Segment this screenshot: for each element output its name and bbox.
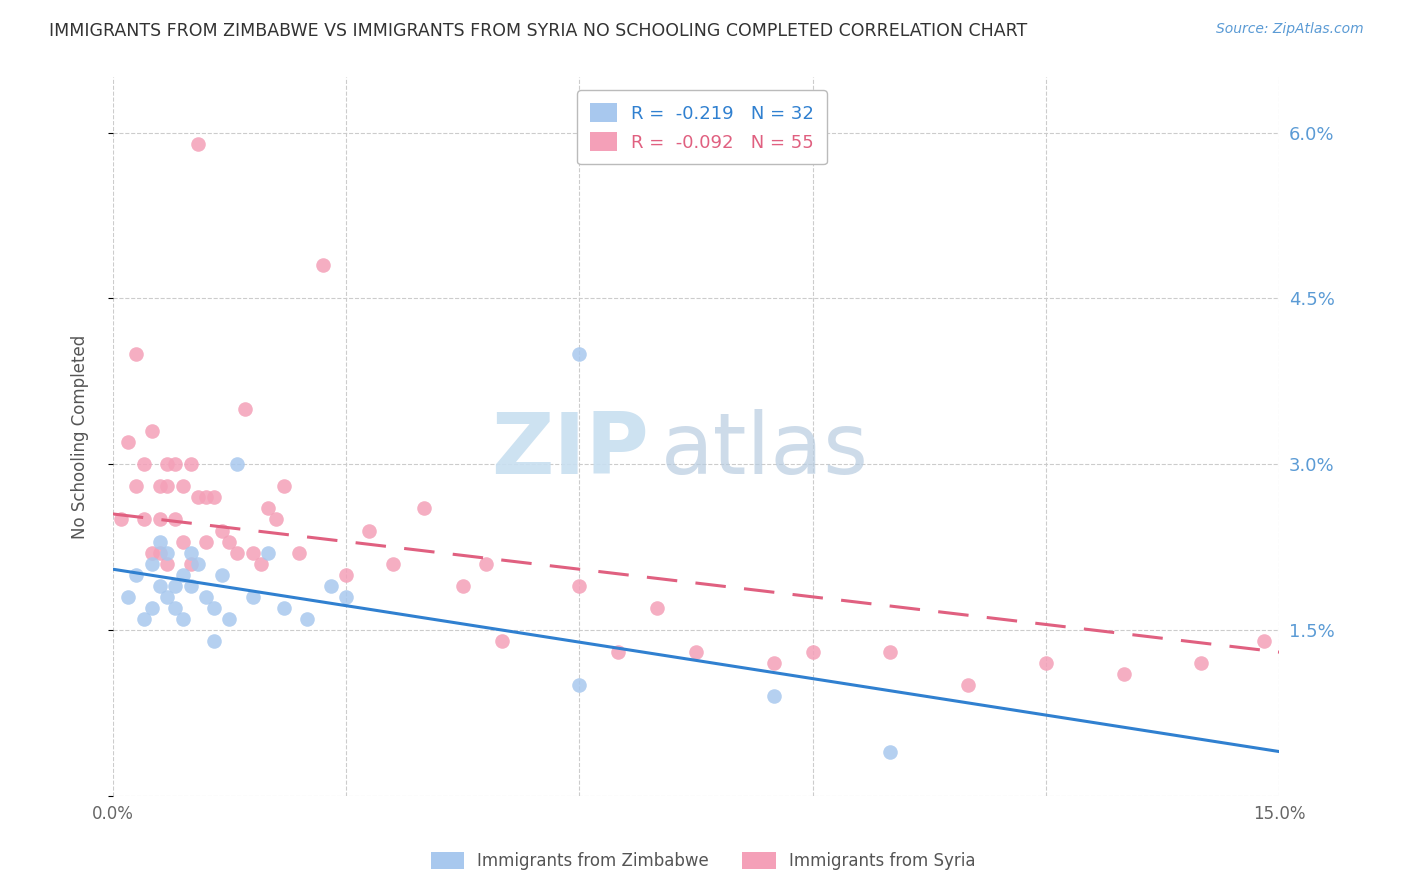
Point bbox=[218, 534, 240, 549]
Point bbox=[156, 479, 179, 493]
Point bbox=[148, 534, 170, 549]
Point bbox=[125, 479, 148, 493]
Point bbox=[288, 546, 311, 560]
Point bbox=[607, 645, 630, 659]
Point bbox=[156, 546, 179, 560]
Point bbox=[685, 645, 707, 659]
Point bbox=[180, 557, 202, 571]
Point bbox=[297, 612, 319, 626]
Point bbox=[156, 557, 179, 571]
Point bbox=[242, 590, 264, 604]
Point bbox=[125, 347, 148, 361]
Point bbox=[1253, 634, 1275, 648]
Point bbox=[141, 546, 163, 560]
Point bbox=[172, 479, 194, 493]
Point bbox=[187, 491, 209, 505]
Point bbox=[233, 401, 256, 416]
Point bbox=[273, 600, 295, 615]
Point bbox=[1112, 667, 1135, 681]
Point bbox=[202, 491, 225, 505]
Point bbox=[264, 512, 287, 526]
Text: IMMIGRANTS FROM ZIMBABWE VS IMMIGRANTS FROM SYRIA NO SCHOOLING COMPLETED CORRELA: IMMIGRANTS FROM ZIMBABWE VS IMMIGRANTS F… bbox=[49, 22, 1028, 40]
Point bbox=[156, 457, 179, 471]
Point bbox=[257, 546, 280, 560]
Point bbox=[165, 600, 187, 615]
Point bbox=[568, 579, 591, 593]
Text: atlas: atlas bbox=[661, 409, 869, 492]
Point bbox=[117, 590, 139, 604]
Point bbox=[1035, 656, 1057, 670]
Point bbox=[226, 546, 249, 560]
Point bbox=[568, 347, 591, 361]
Point bbox=[195, 491, 218, 505]
Point bbox=[132, 457, 155, 471]
Point bbox=[172, 567, 194, 582]
Point bbox=[226, 457, 249, 471]
Point bbox=[180, 579, 202, 593]
Point bbox=[165, 579, 187, 593]
Point bbox=[762, 690, 785, 704]
Point bbox=[1189, 656, 1212, 670]
Point bbox=[202, 600, 225, 615]
Point bbox=[141, 424, 163, 438]
Point bbox=[312, 258, 335, 272]
Text: Source: ZipAtlas.com: Source: ZipAtlas.com bbox=[1216, 22, 1364, 37]
Point bbox=[218, 612, 240, 626]
Point bbox=[148, 512, 170, 526]
Point bbox=[762, 656, 785, 670]
Point bbox=[180, 546, 202, 560]
Point bbox=[180, 457, 202, 471]
Point bbox=[359, 524, 381, 538]
Point bbox=[491, 634, 513, 648]
Point bbox=[249, 557, 271, 571]
Point bbox=[412, 501, 434, 516]
Point bbox=[148, 579, 170, 593]
Point bbox=[879, 745, 901, 759]
Point bbox=[319, 579, 342, 593]
Point bbox=[335, 590, 357, 604]
Point bbox=[645, 600, 668, 615]
Point bbox=[132, 512, 155, 526]
Y-axis label: No Schooling Completed: No Schooling Completed bbox=[72, 334, 89, 539]
Point bbox=[475, 557, 498, 571]
Point bbox=[957, 678, 980, 692]
Point bbox=[195, 590, 218, 604]
Point bbox=[165, 512, 187, 526]
Point bbox=[141, 600, 163, 615]
Point bbox=[148, 479, 170, 493]
Legend: R =  -0.219   N = 32, R =  -0.092   N = 55: R = -0.219 N = 32, R = -0.092 N = 55 bbox=[578, 90, 827, 164]
Point bbox=[117, 435, 139, 450]
Point bbox=[879, 645, 901, 659]
Point bbox=[187, 557, 209, 571]
Point bbox=[110, 512, 132, 526]
Point bbox=[172, 612, 194, 626]
Point bbox=[172, 534, 194, 549]
Point bbox=[257, 501, 280, 516]
Point bbox=[141, 557, 163, 571]
Point bbox=[568, 678, 591, 692]
Point bbox=[801, 645, 824, 659]
Point bbox=[335, 567, 357, 582]
Point bbox=[132, 612, 155, 626]
Point bbox=[148, 546, 170, 560]
Point bbox=[242, 546, 264, 560]
Point bbox=[381, 557, 404, 571]
Legend: Immigrants from Zimbabwe, Immigrants from Syria: Immigrants from Zimbabwe, Immigrants fro… bbox=[423, 845, 983, 877]
Point bbox=[273, 479, 295, 493]
Point bbox=[211, 524, 233, 538]
Point bbox=[451, 579, 474, 593]
Point bbox=[125, 567, 148, 582]
Point bbox=[165, 457, 187, 471]
Point bbox=[211, 567, 233, 582]
Point bbox=[187, 136, 209, 151]
Point bbox=[202, 634, 225, 648]
Text: ZIP: ZIP bbox=[492, 409, 650, 492]
Point bbox=[156, 590, 179, 604]
Point bbox=[195, 534, 218, 549]
